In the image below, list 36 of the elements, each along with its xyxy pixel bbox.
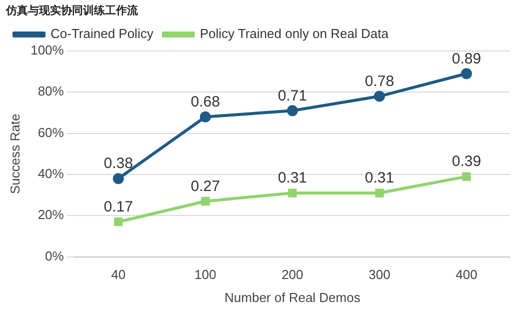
data-label: 0.17 [104,198,133,216]
point [200,111,211,122]
legend-label: Co-Trained Policy [50,26,154,42]
point [112,173,124,184]
y-tick-label: 0% [45,248,64,264]
x-tick-label: 100 [194,267,216,282]
point [374,90,385,102]
data-label: 0.78 [364,72,394,90]
y-tick-label: 100% [30,42,64,58]
data-label: 0.68 [190,93,220,110]
point [288,188,297,198]
point [375,188,384,198]
x-tick-label: 400 [456,267,478,282]
y-tick-label: 20% [38,207,64,222]
point [462,172,471,181]
x-axis-title: Number of Real Demos [224,290,361,305]
y-tick-label: 80% [38,84,64,99]
data-label: 0.31 [364,170,394,187]
x-tick-label: 200 [282,267,304,282]
point [286,105,298,116]
y-tick-label: 60% [38,124,64,140]
point [201,196,210,206]
x-tick-label: 300 [368,267,390,282]
chart-title: 仿真与现实协同训练工作流 [6,3,138,18]
data-label: 0.27 [190,178,220,195]
point [114,217,123,226]
data-label: 0.31 [278,170,308,187]
legend-label: Policy Trained only on Real Data [200,26,390,42]
y-tick-label: 40% [38,166,64,182]
data-label: 0.89 [452,50,482,68]
data-label: 0.38 [104,155,133,172]
data-label: 0.71 [278,87,308,104]
data-label: 0.39 [452,153,482,170]
y-axis-title: Success Rate [7,114,22,194]
point [460,68,472,80]
x-tick-label: 40 [111,267,126,282]
